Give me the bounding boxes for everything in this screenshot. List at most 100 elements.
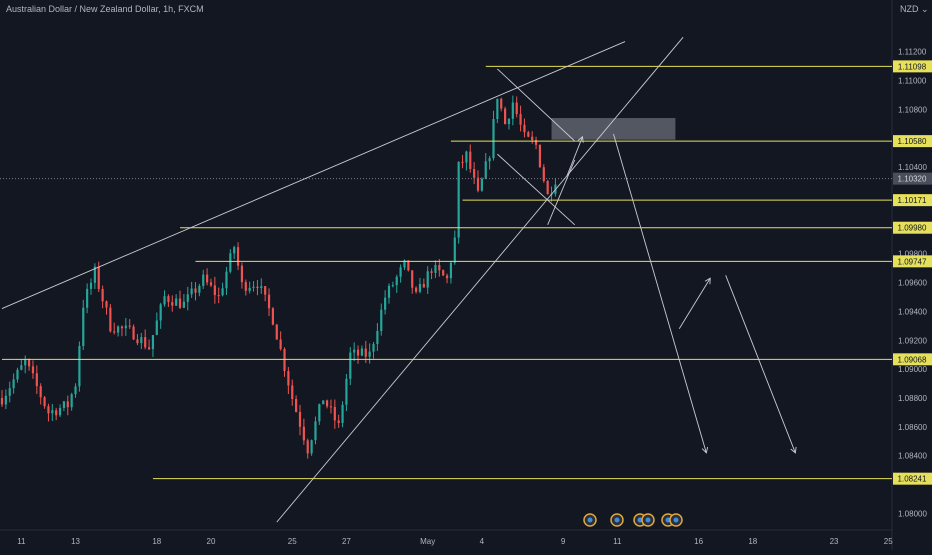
- candle-body: [314, 421, 317, 441]
- candle-body: [167, 296, 170, 303]
- candle-body: [31, 366, 35, 374]
- candle-body: [457, 161, 460, 238]
- candle-body: [445, 275, 449, 279]
- candle-body: [109, 307, 112, 332]
- candle-body: [55, 410, 58, 416]
- candle-body: [295, 399, 298, 412]
- candle-body: [345, 378, 348, 405]
- candle-body: [291, 385, 294, 400]
- candle-body: [546, 181, 549, 195]
- candle-body: [190, 288, 193, 295]
- candle-body: [480, 178, 483, 191]
- projection-arrow[interactable]: [566, 136, 583, 176]
- candle-body: [484, 161, 487, 179]
- candle-body: [202, 274, 205, 286]
- candle-body: [252, 286, 255, 288]
- candle-body: [256, 286, 259, 289]
- candle-body: [155, 320, 158, 336]
- candle-body: [117, 326, 120, 333]
- candle-body: [159, 304, 162, 321]
- projection-arrow[interactable]: [613, 133, 707, 453]
- currency-label[interactable]: NZD ⌄: [900, 4, 929, 15]
- candle-body: [469, 151, 472, 170]
- current-price-tag[interactable]: [893, 172, 932, 185]
- candle-body: [496, 98, 499, 120]
- arrow-head: [577, 135, 584, 143]
- event-icon-center: [673, 517, 679, 523]
- time-tick-label: 27: [342, 537, 351, 546]
- trendline[interactable]: [547, 159, 576, 225]
- price-tick-label: 1.09000: [898, 365, 927, 374]
- candle-body: [140, 337, 143, 344]
- price-tick-label: 1.10400: [898, 163, 927, 172]
- candle-body: [82, 307, 85, 347]
- candle-body: [461, 161, 464, 163]
- candle-body: [78, 346, 81, 387]
- candle-body: [360, 348, 364, 356]
- candle-body: [240, 265, 244, 283]
- time-tick-label: 13: [71, 537, 80, 546]
- trendline[interactable]: [1, 41, 626, 309]
- candle-body: [233, 247, 236, 254]
- trendline[interactable]: [276, 36, 684, 523]
- time-axis[interactable]: 11 13 18 20 25 27 May 4 9 11 16 18 23 25: [17, 537, 893, 546]
- candle-body: [97, 266, 100, 290]
- candle-body: [488, 158, 491, 162]
- candle-body: [465, 151, 468, 163]
- candle-body: [395, 276, 398, 286]
- candle-body: [341, 404, 344, 423]
- candle-body: [531, 136, 534, 141]
- candle-body: [442, 270, 445, 276]
- candle-body: [430, 271, 433, 273]
- candle-body: [0, 398, 4, 405]
- level-price-tag[interactable]: [893, 60, 932, 73]
- candle-body: [136, 339, 139, 344]
- candle-body: [124, 325, 127, 329]
- price-tick-label: 1.08800: [898, 394, 927, 403]
- projection-arrow[interactable]: [725, 275, 796, 454]
- time-tick-label: 25: [884, 537, 893, 546]
- price-tick-label: 1.09800: [898, 250, 927, 259]
- level-price-label: 1.11098: [898, 62, 927, 71]
- candle-body: [113, 331, 116, 333]
- drawings[interactable]: [0, 36, 892, 523]
- candle-body: [58, 407, 62, 416]
- candle-body: [93, 266, 96, 283]
- level-price-tag[interactable]: [893, 472, 932, 485]
- candle-body: [515, 102, 518, 115]
- candle-body: [534, 140, 538, 145]
- candle-body: [12, 379, 15, 389]
- trendline[interactable]: [497, 68, 576, 142]
- price-tick-label: 1.11200: [898, 48, 927, 57]
- trendline[interactable]: [497, 153, 576, 226]
- candle-body: [542, 167, 545, 182]
- candle-body: [538, 144, 542, 168]
- candle-body: [35, 373, 38, 387]
- candle-body: [27, 359, 31, 367]
- candle-body: [368, 351, 371, 357]
- level-price-tag[interactable]: [893, 135, 932, 148]
- candle-body: [418, 283, 422, 292]
- projection-arrow[interactable]: [678, 277, 711, 329]
- currency-toggle-icon[interactable]: ⌄: [921, 4, 929, 14]
- level-price-tag[interactable]: [893, 255, 932, 268]
- level-price-tag[interactable]: [893, 194, 932, 207]
- candle-body: [271, 308, 274, 325]
- event-icon-center: [587, 517, 593, 523]
- candle-body: [523, 124, 526, 133]
- event-icons[interactable]: [583, 513, 683, 527]
- level-price-tag[interactable]: [893, 221, 932, 234]
- candle-body: [51, 410, 54, 414]
- candle-body: [353, 349, 356, 353]
- level-price-tag[interactable]: [893, 353, 932, 366]
- candle-body: [279, 339, 282, 350]
- supply-zone[interactable]: [551, 118, 676, 140]
- time-tick-label: 18: [748, 537, 757, 546]
- candle-body: [287, 371, 290, 386]
- candle-body: [372, 344, 375, 352]
- price-axis[interactable]: 1.11200 1.11000 1.10800 1.10400 1.09800 1.096…: [893, 48, 932, 519]
- candle-body: [163, 296, 166, 305]
- level-price-label: 1.10580: [898, 137, 927, 146]
